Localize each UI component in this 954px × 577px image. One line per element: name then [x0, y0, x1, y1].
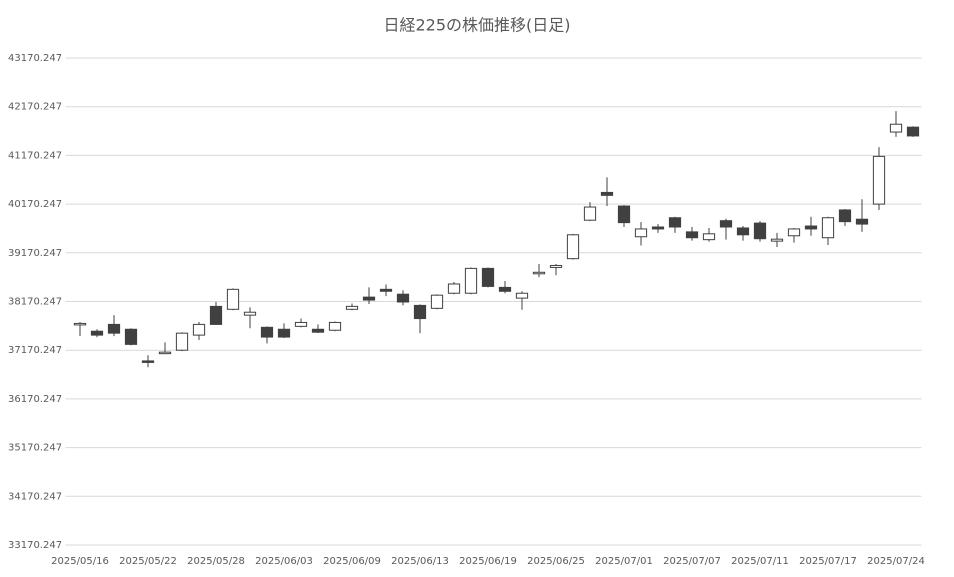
x-tick-label: 2025/06/19 — [459, 556, 517, 567]
y-tick-label: 42170.247 — [8, 102, 62, 113]
candle-body — [226, 288, 240, 310]
candle-body — [498, 286, 512, 292]
chart-title: 日経225の株価推移(日足) — [383, 16, 570, 35]
candle-body — [787, 228, 801, 237]
y-tick-label: 33170.247 — [8, 540, 62, 551]
x-tick-label: 2025/07/11 — [731, 556, 789, 567]
candle-body — [702, 233, 716, 241]
candle-body — [838, 209, 852, 223]
candle-body — [464, 267, 478, 294]
candle-body — [549, 264, 563, 268]
candle-body — [158, 351, 172, 355]
x-tick-label: 2025/05/28 — [187, 556, 245, 567]
y-tick-label: 40170.247 — [8, 199, 62, 210]
candle-body — [379, 288, 393, 292]
x-tick-label: 2025/07/01 — [595, 556, 653, 567]
candle-body — [209, 305, 223, 325]
candle-body — [855, 218, 869, 225]
candle-body — [872, 155, 886, 205]
candle-body — [277, 328, 291, 338]
candle-body — [90, 330, 104, 336]
candle-body — [804, 225, 818, 230]
candle-body — [430, 294, 444, 309]
x-tick-label: 2025/07/17 — [799, 556, 857, 567]
candle-body — [719, 220, 733, 228]
candle-body — [294, 321, 308, 327]
candle-body — [311, 328, 325, 333]
candle-body — [770, 238, 784, 242]
y-tick-label: 36170.247 — [8, 394, 62, 405]
candle-body — [685, 231, 699, 239]
candle-body — [260, 326, 274, 338]
candle-body — [889, 123, 903, 133]
y-tick-label: 37170.247 — [8, 345, 62, 356]
x-tick-label: 2025/05/16 — [51, 556, 109, 567]
y-tick-label: 38170.247 — [8, 297, 62, 308]
x-tick-label: 2025/07/24 — [867, 556, 925, 567]
x-tick-label: 2025/07/07 — [663, 556, 721, 567]
candle-body — [583, 206, 597, 221]
candle-body — [515, 292, 529, 299]
y-tick-label: 39170.247 — [8, 248, 62, 259]
candle-body — [906, 126, 920, 137]
candle-body — [124, 328, 138, 345]
candle-body — [600, 191, 614, 196]
y-tick-label: 43170.247 — [8, 53, 62, 64]
candle-body — [447, 283, 461, 294]
candle-body — [192, 323, 206, 336]
candle-body — [634, 228, 648, 238]
candle-body — [617, 205, 631, 224]
y-tick-label: 41170.247 — [8, 150, 62, 161]
candle-body — [396, 293, 410, 303]
candle-body — [141, 360, 155, 363]
x-tick-label: 2025/06/25 — [527, 556, 585, 567]
x-tick-label: 2025/06/03 — [255, 556, 313, 567]
y-tick-label: 34170.247 — [8, 491, 62, 502]
candle-body — [481, 267, 495, 287]
candle-body — [736, 227, 750, 236]
candle-body — [566, 234, 580, 260]
x-tick-label: 2025/06/09 — [323, 556, 381, 567]
y-tick-label: 35170.247 — [8, 443, 62, 454]
candle-body — [362, 296, 376, 301]
candle-body — [345, 305, 359, 310]
candle-body — [107, 323, 121, 334]
candle-body — [175, 332, 189, 351]
candle-body — [668, 217, 682, 228]
x-tick-label: 2025/05/22 — [119, 556, 177, 567]
candle-body — [328, 321, 342, 331]
candle-body — [243, 311, 257, 316]
x-tick-label: 2025/06/13 — [391, 556, 449, 567]
candle-body — [821, 217, 835, 239]
candle-body — [651, 226, 665, 230]
candle-body — [532, 271, 546, 275]
candle-body — [753, 222, 767, 240]
candle-body — [73, 322, 87, 326]
candle-body — [413, 304, 427, 320]
